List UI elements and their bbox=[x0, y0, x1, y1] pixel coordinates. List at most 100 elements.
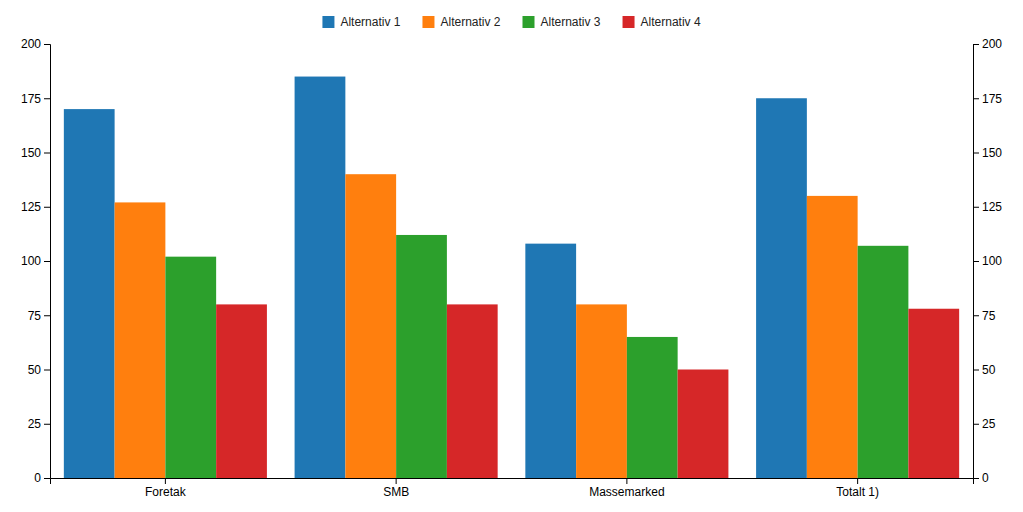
plot-area: 0 25 50 75 100 125 150 175 200 0 25 50 75 100 125 150 17… bbox=[21, 37, 1002, 498]
bar bbox=[756, 98, 807, 478]
tick-label: 150 bbox=[982, 146, 1002, 160]
tick: 150 bbox=[973, 146, 1002, 160]
tick-label: 75 bbox=[28, 309, 42, 323]
chart-container: 0 25 50 75 100 125 150 175 200 0 25 50 75 100 125 150 17… bbox=[0, 0, 1023, 512]
bar bbox=[447, 304, 498, 478]
tick-mark bbox=[44, 478, 50, 479]
tick-label: Totalt 1) bbox=[836, 485, 879, 499]
legend-label: Alternativ 4 bbox=[641, 15, 701, 29]
tick: 125 bbox=[21, 200, 50, 214]
tick-label: 0 bbox=[982, 471, 989, 485]
tick: 150 bbox=[21, 146, 50, 160]
bar bbox=[295, 77, 346, 478]
tick-label: 25 bbox=[982, 417, 996, 431]
legend-swatch bbox=[422, 16, 434, 28]
tick-mark bbox=[626, 478, 627, 484]
tick-label: Massemarked bbox=[589, 485, 664, 499]
axis-line bbox=[44, 45, 51, 479]
tick-mark bbox=[973, 98, 979, 99]
tick-mark bbox=[44, 153, 50, 154]
legend-item: Alternativ 3 bbox=[523, 15, 601, 29]
tick-mark bbox=[973, 207, 979, 208]
y-axis: 0 25 50 75 100 125 150 175 200 bbox=[21, 37, 51, 485]
tick-label: 150 bbox=[21, 146, 41, 160]
tick: 125 bbox=[973, 200, 1002, 214]
tick-mark bbox=[165, 478, 166, 484]
tick: 75 bbox=[28, 309, 50, 323]
tick-label: 175 bbox=[21, 92, 41, 106]
tick: 100 bbox=[973, 254, 1002, 268]
bar bbox=[396, 235, 447, 478]
legend-label: Alternativ 1 bbox=[340, 15, 400, 29]
tick: 200 bbox=[21, 37, 50, 51]
legend: Alternativ 1 Alternativ 2 Alternativ 3 Alte… bbox=[322, 15, 700, 29]
tick-mark bbox=[973, 44, 979, 45]
bar bbox=[115, 202, 166, 478]
tick-mark bbox=[973, 315, 979, 316]
bar bbox=[64, 109, 115, 478]
bar bbox=[576, 304, 627, 478]
tick: Totalt 1) bbox=[836, 478, 879, 499]
tick: SMB bbox=[383, 478, 409, 499]
tick: 50 bbox=[973, 363, 996, 377]
bar-series bbox=[115, 174, 858, 478]
tick-label: 100 bbox=[982, 254, 1002, 268]
bar-series bbox=[216, 304, 959, 478]
tick: 25 bbox=[28, 417, 50, 431]
tick-mark bbox=[44, 207, 50, 208]
tick-mark bbox=[44, 370, 50, 371]
tick-label: 75 bbox=[982, 309, 996, 323]
tick-mark bbox=[44, 261, 50, 262]
legend-item: Alternativ 2 bbox=[422, 15, 500, 29]
tick: 0 bbox=[973, 471, 989, 485]
bar bbox=[858, 246, 909, 478]
y2-axis: 0 25 50 75 100 125 150 175 200 bbox=[973, 37, 1002, 485]
legend-swatch bbox=[623, 16, 635, 28]
tick-label: 200 bbox=[21, 37, 41, 51]
tick: 100 bbox=[21, 254, 50, 268]
bar bbox=[345, 174, 396, 478]
tick: 175 bbox=[21, 92, 50, 106]
tick: 200 bbox=[973, 37, 1002, 51]
tick-label: 0 bbox=[34, 471, 41, 485]
tick: 175 bbox=[973, 92, 1002, 106]
bar bbox=[807, 196, 858, 478]
tick-mark bbox=[396, 478, 397, 484]
axis-line bbox=[974, 45, 980, 479]
legend-label: Alternativ 2 bbox=[440, 15, 500, 29]
tick-label: 50 bbox=[982, 363, 996, 377]
bar bbox=[165, 257, 216, 478]
tick-mark bbox=[973, 153, 979, 154]
tick-mark bbox=[973, 424, 979, 425]
tick-label: Foretak bbox=[145, 485, 187, 499]
tick-mark bbox=[973, 261, 979, 262]
tick-mark bbox=[44, 315, 50, 316]
bar bbox=[216, 304, 267, 478]
tick-label: 125 bbox=[21, 200, 41, 214]
legend-item: Alternativ 1 bbox=[322, 15, 400, 29]
axis-line bbox=[51, 479, 974, 485]
tick-label: 100 bbox=[21, 254, 41, 268]
tick-label: 200 bbox=[982, 37, 1002, 51]
legend-swatch bbox=[322, 16, 334, 28]
tick-label: 175 bbox=[982, 92, 1002, 106]
tick-mark bbox=[44, 44, 50, 45]
tick-label: SMB bbox=[383, 485, 409, 499]
tick: Foretak bbox=[145, 478, 187, 499]
legend-label: Alternativ 3 bbox=[541, 15, 601, 29]
legend-swatch bbox=[523, 16, 535, 28]
tick: 50 bbox=[28, 363, 50, 377]
legend-item: Alternativ 4 bbox=[623, 15, 701, 29]
tick-label: 50 bbox=[28, 363, 42, 377]
x-axis: Foretak SMB Massemarked Totalt 1) bbox=[51, 478, 974, 499]
tick: 0 bbox=[34, 471, 50, 485]
tick: Massemarked bbox=[589, 478, 664, 499]
bar-series bbox=[64, 77, 807, 478]
bar bbox=[627, 337, 678, 478]
chart-svg: 0 25 50 75 100 125 150 175 200 0 25 50 75 100 125 150 17… bbox=[0, 0, 1023, 512]
tick-mark bbox=[44, 98, 50, 99]
tick: 25 bbox=[973, 417, 996, 431]
bar bbox=[678, 370, 729, 479]
bars bbox=[64, 77, 959, 478]
bar bbox=[908, 309, 959, 478]
